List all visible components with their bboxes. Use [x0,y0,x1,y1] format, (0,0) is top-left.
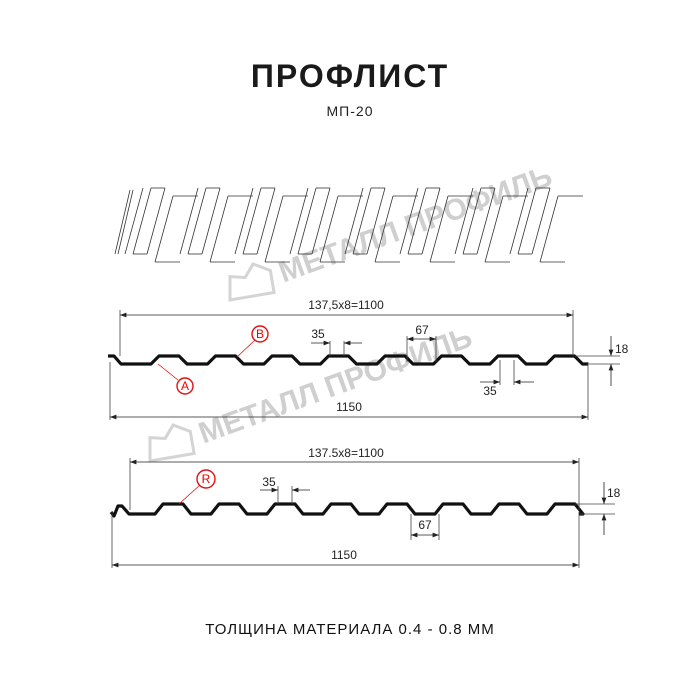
marker-b-label: B [256,327,264,341]
marker-b [251,325,269,343]
sheet-edge-line [366,187,386,255]
sheet-edge-line [179,187,199,255]
sheet-edge-line [517,187,537,255]
sheet-edge-line [256,187,276,255]
sheet-edge-line [297,187,317,255]
valley-label: 67 [418,518,432,532]
sheet-edge-line [289,187,309,255]
watermark-1: МЕТАЛЛ ПРОФИЛЬ [228,160,557,302]
sheet-edge-line [201,187,221,255]
profile-r: 137.5x8=1100 1150 35 67 18 R [109,446,621,568]
sheet-edge-line [509,187,529,255]
sheet-3d-view [114,187,583,263]
sheet-edge-line [209,195,229,263]
sheet-edge-line [154,195,174,263]
sheet-edge-line [146,187,166,255]
sheet-edge-line [242,187,262,255]
profile-r-line [109,502,585,518]
height-label: 18 [615,342,629,356]
sheet-edge-line [117,189,134,255]
page-subtitle: МП-20 [326,103,374,119]
sheet-edge-line [407,187,427,255]
marker-r-label: R [202,472,211,486]
sheet-edge-line [352,187,372,255]
rib-bottom-label: 35 [483,384,497,398]
sheet-edge-line [264,195,284,263]
sheet-edge-line [132,187,152,255]
sheet-edge-line [124,187,144,255]
sheet-edge-line [344,187,364,255]
sheet-edge-line [114,189,131,255]
page-title: ПРОФЛИСТ [250,58,450,94]
svg-text:МЕТАЛЛ ПРОФИЛЬ: МЕТАЛЛ ПРОФИЛЬ [274,160,556,290]
sheet-edge-line [421,187,441,255]
marker-a-label: A [181,379,189,393]
sheet-edge-line [462,187,482,255]
rib-top-label: 35 [262,475,276,489]
valley-label: 67 [415,323,429,337]
sheet-edge-line [476,187,496,255]
marker-a [176,377,194,395]
watermark-logo-icon [148,423,196,463]
sheet-edge-line [234,187,254,255]
sheet-edge-line [311,187,331,255]
sheet-edge-line [484,195,504,263]
material-thickness-note: ТОЛЩИНА МАТЕРИАЛА 0.4 - 0.8 ММ [205,621,495,638]
height-label: 18 [607,486,621,500]
sheet-edge-line [319,195,339,263]
watermark-logo-icon [228,262,276,302]
sheet-edge-line [374,195,394,263]
profile-ab: 137,5x8=1100 1150 35 67 35 18 B A [108,298,629,420]
marker-r [196,469,216,489]
sheet-edge-line [187,187,207,255]
pitch-label: 137,5x8=1100 [308,298,384,312]
sheet-edge-line [454,187,474,255]
width-label: 1150 [331,548,357,562]
width-label: 1150 [336,400,362,414]
pitch-label: 137.5x8=1100 [308,446,384,460]
rib-top-label: 35 [311,327,325,341]
sheet-edge-line [531,187,551,255]
sheet-edge-line [429,195,449,263]
sheet-edge-line [399,187,419,255]
svg-text:МЕТАЛЛ ПРОФИЛЬ: МЕТАЛЛ ПРОФИЛЬ [194,321,476,451]
sheet-edge-line [539,195,559,263]
profile-ab-line [108,354,588,366]
